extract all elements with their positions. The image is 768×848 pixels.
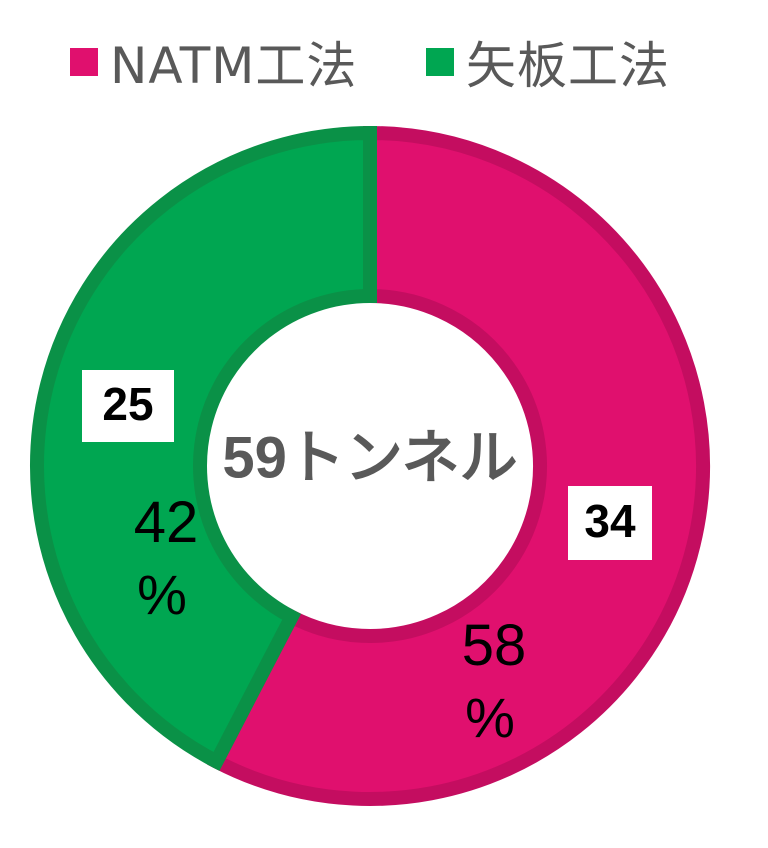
value-label-box-2 [82, 370, 174, 442]
value-label-box-1 [568, 486, 652, 560]
legend-label-yaita: 矢板工法 [466, 37, 670, 95]
percent-sign-1: % [465, 686, 515, 749]
center-label: 59トンネル [222, 425, 517, 490]
percent-sign-2: % [137, 563, 187, 626]
percent-label-2: 42 [134, 490, 199, 555]
donut-slice-2 [30, 125, 377, 771]
legend-swatch-natm [70, 48, 98, 76]
legend-label-natm: NATM工法 [110, 37, 358, 95]
percent-label-1: 58 [462, 613, 527, 678]
value-label-2: 25 [102, 378, 153, 430]
value-label-1: 34 [584, 495, 636, 547]
legend: NATM工法 矢板工法 [0, 26, 768, 106]
donut-slice-1 [207, 125, 710, 806]
legend-swatch-yaita [426, 48, 454, 76]
legend-item-natm: NATM工法 [70, 26, 357, 98]
legend-item-yaita: 矢板工法 [426, 26, 670, 98]
